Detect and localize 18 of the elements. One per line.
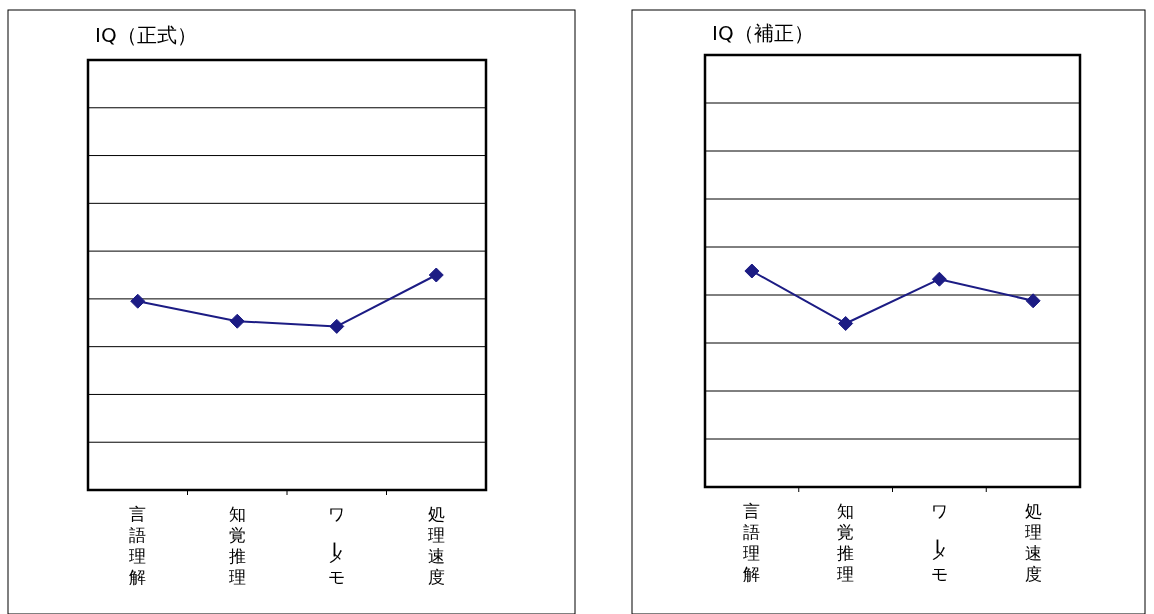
- x-tick-label: ワーメモ: [324, 504, 346, 587]
- point: [744, 263, 760, 279]
- chart-title: IQ（補正）: [712, 21, 814, 45]
- x-tick-label: 知覚推理: [837, 501, 855, 584]
- point: [329, 318, 345, 334]
- x-tick-label: 知覚推理: [228, 504, 246, 587]
- point: [1025, 293, 1041, 309]
- point: [428, 267, 444, 283]
- x-tick-label: 処理速度: [427, 504, 445, 587]
- x-tick-label: ワーメモ: [926, 501, 948, 584]
- point: [130, 293, 146, 309]
- x-tick-label: 言語理解: [129, 504, 147, 587]
- point: [229, 313, 245, 329]
- chart-title: IQ（正式）: [95, 23, 197, 47]
- point: [838, 315, 854, 331]
- x-tick-label: 言語理解: [743, 501, 761, 584]
- x-tick-label: 処理速度: [1024, 501, 1042, 584]
- point: [931, 271, 947, 287]
